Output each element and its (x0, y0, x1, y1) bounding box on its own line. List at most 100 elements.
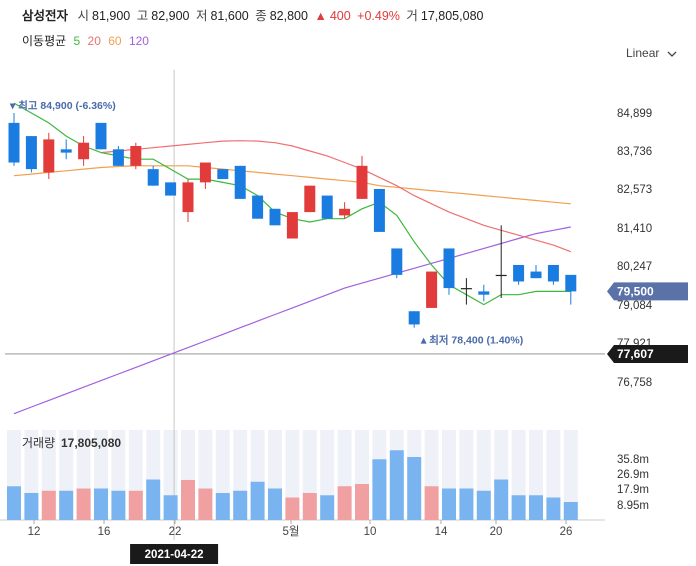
volume-bar (442, 488, 456, 520)
x-tick-label: 26 (560, 526, 573, 538)
candle-body (304, 185, 316, 213)
change-arrow-icon: ▲ (314, 9, 327, 23)
crosshair-date-bg (130, 544, 219, 564)
reference-price-tag-label: 77,607 (617, 347, 654, 361)
candle-body (25, 136, 37, 170)
candle-body (147, 169, 159, 186)
y-tick-label: 82,573 (617, 184, 652, 196)
candle-body (78, 142, 90, 160)
candle-body (43, 139, 55, 173)
ma-20-line (100, 140, 572, 253)
volume-bar (494, 479, 509, 520)
candle-body (565, 274, 577, 292)
candle-body (530, 271, 542, 279)
volume-bar (268, 488, 282, 520)
volume-bar (389, 450, 404, 520)
volume-bar (546, 497, 561, 520)
candle-body (130, 146, 142, 166)
ma-60-label[interactable]: 60 (108, 34, 122, 48)
candle-body (182, 182, 194, 213)
volume-bg-column (563, 430, 578, 520)
volume-title: 거래량 (22, 436, 55, 450)
ma-5-label[interactable]: 5 (73, 34, 81, 48)
close-value: 82,800 (269, 9, 308, 23)
volume-tick-label: 17.9m (617, 484, 649, 496)
volume-bar (94, 488, 108, 520)
volume-bar (407, 457, 422, 520)
low-annotation: ▴ 최저 78,400 (1.40%) (420, 334, 523, 347)
open-label: 시 (77, 9, 90, 23)
volume-bar (355, 484, 369, 520)
volume-bar (24, 493, 39, 520)
volume-bar (215, 493, 230, 520)
y-tick-label: 79,084 (617, 300, 653, 312)
candle-body (321, 195, 333, 219)
candle-body (60, 149, 72, 153)
candle-body (165, 182, 177, 196)
volume-bar (337, 486, 352, 520)
crosshair-date-tag: 2021-04-22 (130, 544, 219, 564)
volume-bar (563, 502, 578, 520)
scale-label: Linear (626, 46, 660, 60)
ma-20-label[interactable]: 20 (87, 34, 101, 48)
current-price-tag: 79,500 (607, 282, 688, 301)
candles (8, 112, 577, 328)
volume-tick-label: 35.8m (617, 454, 649, 466)
volume-bar (372, 459, 387, 520)
volume-bar (41, 490, 56, 520)
candle-body (460, 288, 472, 290)
x-tick-label: 16 (98, 526, 111, 538)
y-tick-label: 83,736 (617, 146, 652, 158)
candle-body (339, 208, 351, 216)
candle-body (356, 165, 368, 199)
scale-dropdown[interactable]: Linear (626, 46, 677, 60)
volume-bar (529, 495, 543, 520)
y-tick-label: 84,899 (617, 108, 652, 120)
open-value: 81,900 (92, 9, 131, 23)
volume-bar (476, 490, 491, 520)
ma-legend-title: 이동평균 (22, 34, 67, 48)
high-value: 82,900 (151, 9, 190, 23)
candle-body (373, 188, 385, 232)
x-tick-label: 5월 (283, 525, 300, 538)
candle-body (478, 291, 490, 295)
x-tick-label: 20 (490, 526, 503, 538)
candle-body (408, 311, 420, 325)
candle-body (199, 162, 211, 183)
volume-bar (128, 490, 143, 520)
volume-bar (511, 495, 526, 520)
reference-price-tag-bg (607, 344, 688, 363)
candle-body (443, 248, 455, 289)
volume-bar (320, 495, 335, 520)
candle-body (217, 169, 229, 180)
change-value: 400 (329, 9, 351, 23)
candle-body (391, 248, 403, 275)
volume-title-value: 17,805,080 (61, 436, 121, 450)
candle-body (495, 274, 507, 277)
stock-name: 삼성전자 (22, 9, 69, 23)
candle-body (547, 264, 559, 282)
candle-body (286, 212, 298, 239)
reference-price-tag: 77,607 (607, 344, 688, 363)
volume-bar (59, 490, 74, 520)
volume-bar (198, 488, 213, 520)
volume-bar (76, 488, 91, 520)
volume-bar (302, 493, 317, 520)
candle-body (95, 122, 107, 150)
change-percent: +0.49% (357, 9, 400, 23)
high-label: 고 (136, 9, 149, 23)
x-tick-label: 22 (169, 526, 182, 538)
ma-120-line (13, 226, 571, 415)
volume-bar (233, 490, 248, 520)
high-annotation: ▾ 최고 84,900 (-6.36%) (9, 99, 116, 112)
close-label: 종 (255, 9, 267, 23)
ma-120-label[interactable]: 120 (128, 34, 149, 48)
volume-bar (181, 479, 195, 520)
volume-bar (424, 486, 439, 520)
volume-bars (7, 450, 578, 520)
volume-bar (285, 497, 300, 520)
volume-bar (250, 481, 265, 520)
current-price-tag-label: 79,500 (617, 284, 654, 298)
volume-bar (111, 490, 126, 520)
